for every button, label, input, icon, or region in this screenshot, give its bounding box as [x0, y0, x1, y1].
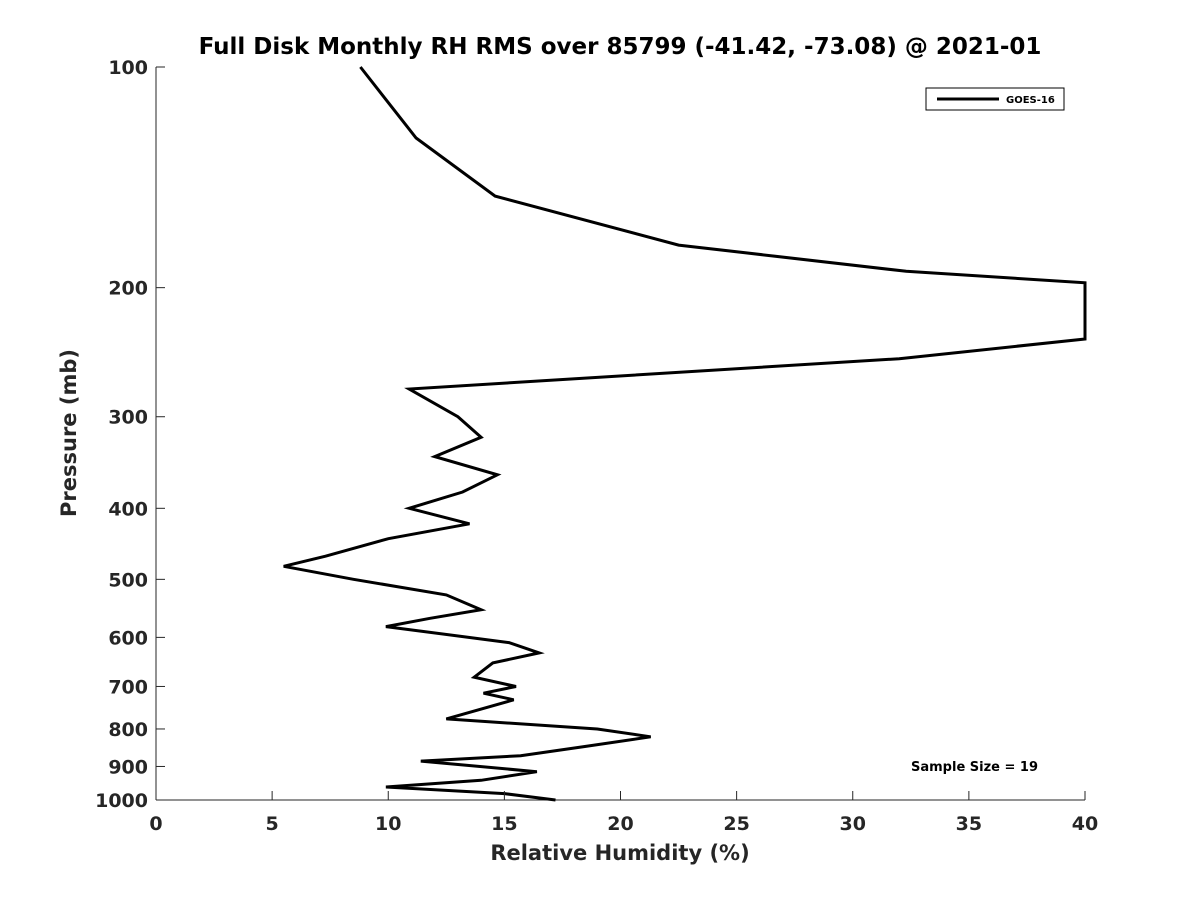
x-axis-label: Relative Humidity (%) — [490, 841, 749, 865]
y-tick-label-1000: 1000 — [95, 790, 148, 812]
y-tick-label-200: 200 — [108, 278, 148, 300]
legend: GOES-16 — [925, 87, 1065, 111]
legend-label-goes-16: GOES-16 — [1006, 95, 1055, 106]
x-tick-label-10: 10 — [375, 813, 401, 835]
x-tick-label-15: 15 — [491, 813, 517, 835]
y-tick-label-500: 500 — [108, 569, 148, 591]
x-tick-label-0: 0 — [149, 813, 162, 835]
y-tick-label-800: 800 — [108, 719, 148, 741]
sample-size-annotation: Sample Size = 19 — [911, 760, 1038, 775]
series-line-goes-16 — [283, 66, 1087, 802]
y-tick-label-300: 300 — [108, 407, 148, 429]
x-tick-label-40: 40 — [1072, 813, 1098, 835]
y-tick-label-400: 400 — [108, 498, 148, 520]
y-tick-label-900: 900 — [108, 756, 148, 778]
y-tick-label-700: 700 — [108, 676, 148, 698]
x-tick-label-25: 25 — [723, 813, 749, 835]
x-tick-label-5: 5 — [266, 813, 279, 835]
y-tick-label-100: 100 — [108, 57, 148, 79]
y-axis: 100 200 300 400 500 600 700 800 900 1000 — [95, 57, 165, 812]
chart-title: Full Disk Monthly RH RMS over 85799 (-41… — [199, 34, 1042, 60]
y-tick-label-600: 600 — [108, 627, 148, 649]
plot-area — [155, 66, 1087, 802]
y-axis-label: Pressure (mb) — [57, 349, 81, 517]
x-tick-label-35: 35 — [956, 813, 982, 835]
x-tick-label-20: 20 — [607, 813, 633, 835]
x-axis: 0 5 10 15 20 25 30 35 40 — [149, 791, 1098, 835]
x-tick-label-30: 30 — [840, 813, 866, 835]
